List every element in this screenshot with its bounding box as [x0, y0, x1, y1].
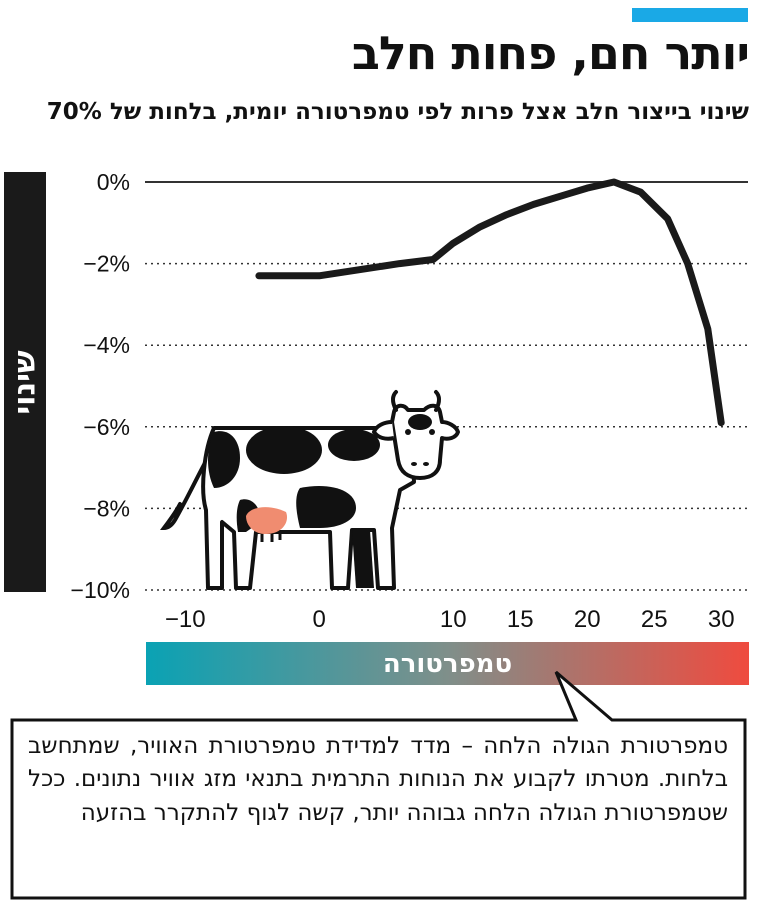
x-tick-label: 10: [440, 606, 467, 633]
series-line: [255, 178, 725, 427]
y-axis-label-box: שינוי: [4, 172, 46, 592]
chart-subtitle: שינוי בייצור חלב אצל פרות לפי טמפרטורה י…: [46, 99, 749, 125]
accent-bar: [632, 8, 748, 22]
footnote-callout-box: [10, 670, 747, 900]
footnote-text: טמפרטורת הגולה הלחה – מדד למדידת טמפרטור…: [28, 733, 728, 826]
x-axis-label: טמפרטורה: [382, 648, 513, 679]
x-tick-label: 25: [641, 606, 668, 633]
y-tick-labels: 0% −2% −4% −6% −8% −10%: [71, 169, 130, 603]
cow-illustration: [159, 390, 460, 590]
y-tick-label: −2%: [83, 251, 130, 277]
x-tick-label: 30: [708, 606, 735, 633]
x-tick-label: 0: [313, 606, 326, 633]
x-tick-label: 20: [574, 606, 601, 633]
y-tick-label: −6%: [83, 414, 130, 440]
y-tick-label: −8%: [83, 495, 130, 521]
chart-title: יותר חם, פחות חלב: [351, 26, 750, 80]
y-tick-label: −10%: [71, 577, 130, 603]
y-tick-label: 0%: [97, 169, 130, 195]
line-chart: 0% −2% −4% −6% −8% −10% −10 0 10 15 20 25 30: [71, 169, 748, 633]
y-tick-label: −4%: [83, 332, 130, 358]
temperature-bar: טמפרטורה: [146, 642, 749, 685]
x-tick-label: −10: [165, 606, 206, 633]
x-tick-labels: −10 0 10 15 20 25 30: [165, 606, 735, 633]
x-tick-label: 15: [507, 606, 534, 633]
